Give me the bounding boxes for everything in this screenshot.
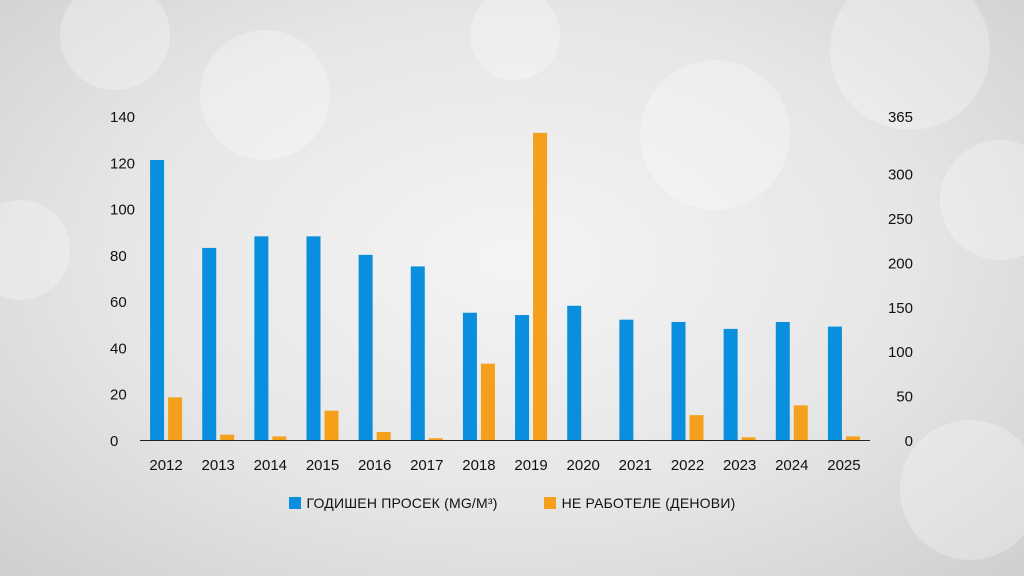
bar-days-not-working-2024 (793, 405, 808, 440)
bar-annual-average-2016 (358, 254, 373, 440)
legend: ГОДИШЕН ПРОСЕК (MG/M³) НЕ РАБОТЕЛЕ (ДЕНО… (0, 495, 1024, 511)
bar-days-not-working-2014 (272, 436, 287, 440)
right-axis-ticks: 0 50 100 150 200 250 300 365 (888, 109, 913, 450)
legend-swatch-orange (543, 497, 556, 509)
bar-days-not-working-2017 (428, 438, 443, 440)
right-tick-label: 100 (888, 344, 913, 361)
bar-days-not-working-2025 (845, 436, 860, 440)
left-tick-label: 40 (110, 340, 127, 357)
right-tick-label: 200 (888, 255, 913, 272)
x-tick-label: 2023 (723, 457, 756, 474)
bar-annual-average-2017 (410, 266, 425, 440)
bar-days-not-working-2012 (168, 397, 183, 440)
bar-annual-average-2022 (671, 321, 686, 440)
x-axis-ticks: 2012 2013 2014 2015 2016 2017 2018 2019 2020 2021… (149, 457, 860, 474)
bar-days-not-working-2022 (689, 415, 704, 440)
legend-item-annual-average: ГОДИШЕН ПРОСЕК (MG/M³) (288, 495, 498, 511)
x-tick-label: 2017 (410, 457, 443, 474)
left-tick-label: 80 (110, 248, 127, 265)
bar-annual-average-2019 (515, 315, 530, 440)
right-tick-label: 300 (888, 167, 913, 184)
left-tick-label: 20 (110, 387, 127, 404)
bar-annual-average-2024 (775, 321, 790, 440)
bar-annual-average-2023 (723, 328, 738, 440)
bar-annual-average-2025 (827, 326, 842, 440)
bar-series (150, 132, 860, 440)
bar-annual-average-2018 (462, 312, 477, 440)
bar-days-not-working-2016 (376, 432, 391, 440)
bar-annual-average-2013 (202, 247, 217, 440)
left-axis-ticks: 0 20 40 60 80 100 120 140 (110, 109, 135, 450)
bar-days-not-working-2013 (220, 434, 235, 440)
left-tick-label: 140 (110, 109, 135, 126)
left-tick-label: 0 (110, 433, 118, 450)
x-tick-label: 2013 (202, 457, 235, 474)
legend-item-days-not-working: НЕ РАБОТЕЛЕ (ДЕНОВИ) (543, 495, 736, 511)
right-tick-label: 0 (905, 433, 913, 450)
bar-annual-average-2012 (150, 159, 165, 440)
left-tick-label: 60 (110, 294, 127, 311)
legend-label-annual-average: ГОДИШЕН ПРОСЕК (MG/M³) (306, 495, 498, 511)
right-tick-label: 50 (896, 389, 913, 406)
bar-days-not-working-2023 (741, 437, 756, 440)
legend-swatch-blue (288, 497, 301, 509)
x-tick-label: 2012 (149, 457, 182, 474)
bar-annual-average-2020 (567, 305, 582, 440)
x-tick-label: 2021 (619, 457, 652, 474)
legend-label-days-not-working: НЕ РАБОТЕЛЕ (ДЕНОВИ) (561, 495, 736, 511)
x-tick-label: 2015 (306, 457, 339, 474)
bar-annual-average-2021 (619, 319, 634, 440)
x-tick-label: 2025 (827, 457, 860, 474)
bar-annual-average-2014 (254, 236, 269, 440)
x-tick-label: 2016 (358, 457, 391, 474)
x-tick-label: 2020 (567, 457, 600, 474)
bar-days-not-working-2018 (480, 363, 495, 440)
right-tick-label: 365 (888, 109, 913, 126)
x-tick-label: 2019 (514, 457, 547, 474)
bar-annual-average-2015 (306, 236, 321, 440)
x-tick-label: 2018 (462, 457, 495, 474)
right-tick-label: 150 (888, 300, 913, 317)
bar-days-not-working-2019 (533, 132, 548, 440)
left-tick-label: 100 (110, 202, 135, 219)
x-tick-label: 2024 (775, 457, 808, 474)
right-tick-label: 250 (888, 211, 913, 228)
x-tick-label: 2022 (671, 457, 704, 474)
x-tick-label: 2014 (254, 457, 287, 474)
bar-days-not-working-2015 (324, 410, 339, 440)
left-tick-label: 120 (110, 155, 135, 172)
